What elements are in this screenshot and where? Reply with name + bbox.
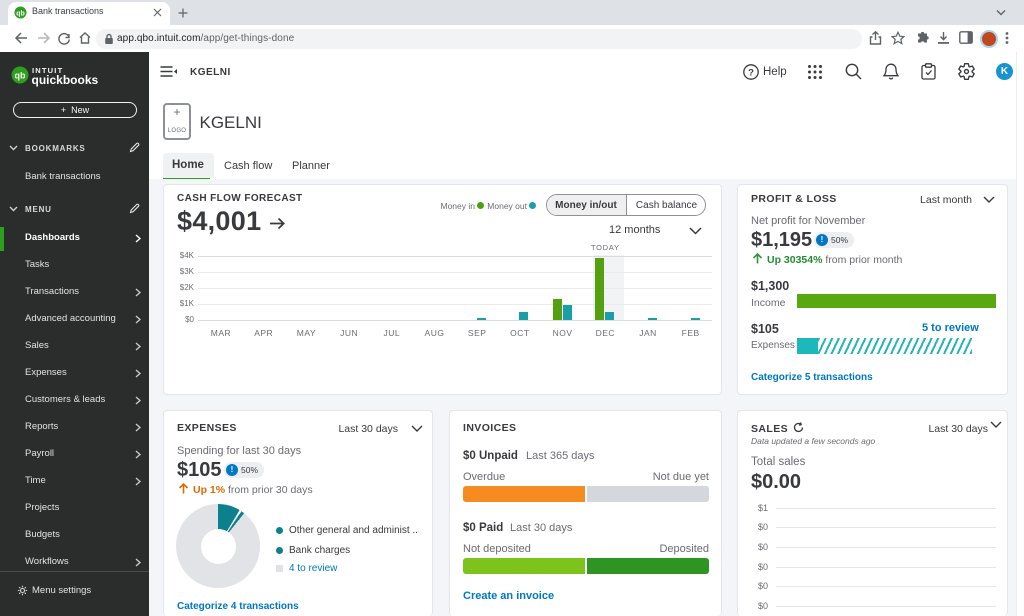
- svg-text:qb: qb: [16, 10, 25, 17]
- svg-text:?: ?: [748, 67, 754, 78]
- svg-text:qb: qb: [15, 70, 26, 80]
